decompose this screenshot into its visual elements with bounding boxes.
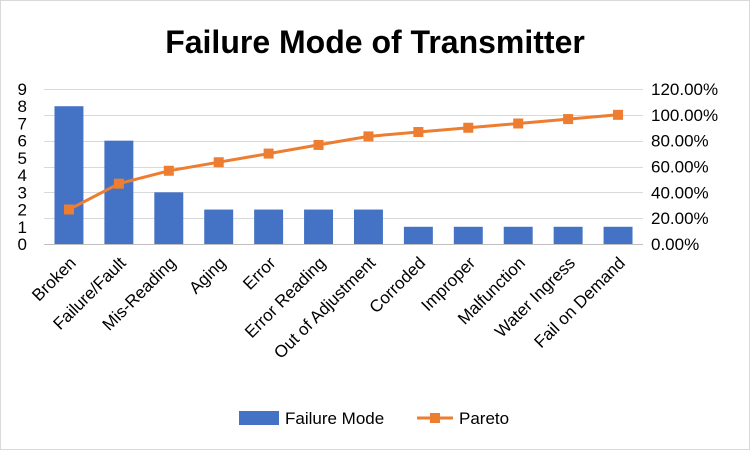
x-tick-label-error: Error — [239, 253, 279, 293]
left-tick-label-1: 1 — [18, 218, 27, 237]
chart-title: Failure Mode of Transmitter — [165, 24, 585, 60]
pareto-marker-error — [263, 148, 274, 159]
x-tick-label-aging: Aging — [185, 253, 229, 297]
right-axis: 0.00% 20.00% 40.00% 60.00% 80.00% 100.00% 120.… — [651, 80, 718, 254]
bar-series — [54, 106, 633, 244]
bar-corroded — [403, 226, 433, 244]
right-tick-label-2: 40.00% — [651, 183, 709, 202]
pareto-marker-broken — [63, 204, 74, 215]
pareto-marker-mis-reading — [163, 165, 174, 176]
pareto-series — [63, 109, 624, 215]
left-tick-label-4: 4 — [18, 166, 27, 185]
right-tick-label-0: 0.00% — [651, 235, 699, 254]
bar-mis-reading — [154, 192, 184, 244]
left-tick-label-9: 9 — [18, 80, 27, 99]
right-tick-label-6: 120.00% — [651, 80, 718, 99]
bar-broken — [54, 106, 84, 244]
pareto-marker-improper — [463, 122, 474, 133]
pareto-marker-failure-fault — [113, 178, 124, 189]
right-tick-label-3: 60.00% — [651, 158, 709, 177]
left-tick-label-5: 5 — [18, 149, 27, 168]
pareto-marker-fail-on-demand — [613, 109, 624, 120]
pareto-marker-water-ingress — [563, 114, 574, 125]
left-tick-label-8: 8 — [18, 97, 27, 116]
bar-out-of-adjustment — [353, 209, 383, 244]
bar-error-reading — [304, 209, 334, 244]
left-tick-label-7: 7 — [18, 114, 27, 133]
legend-label-failure-mode: Failure Mode — [285, 409, 384, 428]
legend-swatch-pareto-marker — [430, 413, 440, 423]
x-tick-label-fail-on-demand: Fail on Demand — [531, 253, 629, 351]
bar-improper — [453, 226, 483, 244]
pareto-marker-malfunction — [513, 118, 524, 129]
bar-failure-fault — [104, 140, 134, 244]
legend-label-pareto: Pareto — [459, 409, 509, 428]
legend-swatch-failure-mode — [239, 411, 279, 425]
legend: Failure Mode Pareto — [239, 409, 509, 428]
bar-aging — [204, 209, 234, 244]
pareto-marker-corroded — [413, 127, 424, 138]
right-tick-label-1: 20.00% — [651, 209, 709, 228]
bar-water-ingress — [553, 226, 583, 244]
gridlines — [44, 89, 643, 245]
pareto-marker-out-of-adjustment — [363, 131, 374, 142]
bar-error — [254, 209, 284, 244]
bar-malfunction — [503, 226, 533, 244]
pareto-marker-error-reading — [313, 139, 324, 150]
left-tick-label-0: 0 — [18, 235, 27, 254]
right-tick-label-4: 80.00% — [651, 132, 709, 151]
bar-fail-on-demand — [603, 226, 633, 244]
pareto-marker-aging — [213, 157, 224, 168]
left-tick-label-6: 6 — [18, 132, 27, 151]
right-tick-label-5: 100.00% — [651, 106, 718, 125]
pareto-line — [68, 113, 619, 211]
left-tick-label-3: 3 — [18, 183, 27, 202]
left-tick-label-2: 2 — [18, 201, 27, 220]
